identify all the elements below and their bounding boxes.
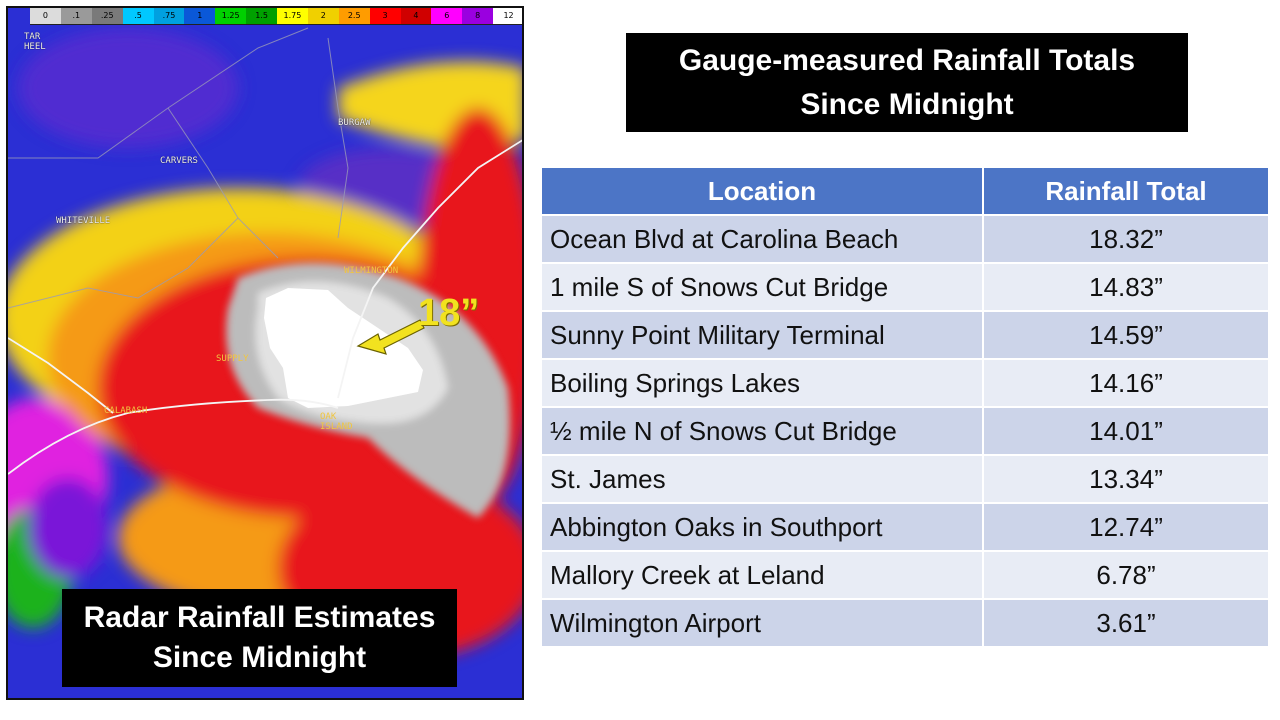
gauge-title-line1: Gauge-measured Rainfall Totals xyxy=(678,44,1136,77)
location-cell: 1 mile S of Snows Cut Bridge xyxy=(540,262,984,312)
rainfall-cell: 14.83” xyxy=(982,262,1270,312)
radar-callout: 18” xyxy=(418,292,480,334)
radar-map: 0.1.25.5.75 1 1.25 1.5 1.75 2 2.5 3 4 6 8 12 TAR HE… xyxy=(6,6,524,700)
radar-caption-line1: Radar Rainfall Estimates xyxy=(83,601,436,634)
location-cell: ½ mile N of Snows Cut Bridge xyxy=(540,406,984,456)
color-scale-segment: .75 xyxy=(153,8,185,24)
rainfall-cell: 13.34” xyxy=(982,454,1270,504)
rainfall-cell: 14.16” xyxy=(982,358,1270,408)
color-scale-segment: 1.5 xyxy=(246,8,277,24)
table-row: 1 mile S of Snows Cut Bridge 14.83” xyxy=(540,262,1270,312)
place-label: WHITEVILLE xyxy=(56,216,111,226)
color-scale-segment: 2.5 xyxy=(338,8,370,24)
table-row: Boiling Springs Lakes 14.16” xyxy=(540,358,1270,408)
color-scale-segment: 0 xyxy=(30,8,61,24)
location-cell: Sunny Point Military Terminal xyxy=(540,310,984,360)
location-cell: Wilmington Airport xyxy=(540,598,984,648)
rainfall-cell: 14.59” xyxy=(982,310,1270,360)
table-row: St. James 13.34” xyxy=(540,454,1270,504)
rainfall-cell: 6.78” xyxy=(982,550,1270,600)
color-scale-segment: .5 xyxy=(122,8,154,24)
rainfall-cell: 12.74” xyxy=(982,502,1270,552)
gauge-title: Gauge-measured Rainfall Totals Since Mid… xyxy=(626,33,1188,132)
color-scale: 0.1.25.5.75 1 1.25 1.5 1.75 2 2.5 3 4 6 8 12 xyxy=(30,8,522,25)
place-label: BURGAW xyxy=(338,118,371,128)
rainfall-cell: 18.32” xyxy=(982,214,1270,264)
table-header-row: Location Rainfall Total xyxy=(540,166,1270,216)
table-row: Sunny Point Military Terminal 14.59” xyxy=(540,310,1270,360)
place-label: CARVERS xyxy=(160,156,198,166)
location-cell: St. James xyxy=(540,454,984,504)
color-scale-segment: 1 xyxy=(184,8,216,24)
column-header-location: Location xyxy=(540,166,984,216)
location-cell: Boiling Springs Lakes xyxy=(540,358,984,408)
rainfall-cell: 3.61” xyxy=(982,598,1270,648)
color-scale-segment: .1 xyxy=(60,8,92,24)
color-scale-segment: 6 xyxy=(431,8,463,24)
place-label: CALABASH xyxy=(104,406,148,416)
color-scale-segment: 12 xyxy=(493,8,522,24)
location-cell: Abbington Oaks in Southport xyxy=(540,502,984,552)
color-scale-segment: 3 xyxy=(369,8,401,24)
radar-caption: Radar Rainfall Estimates Since Midnight xyxy=(62,589,457,687)
table-row: Abbington Oaks in Southport 12.74” xyxy=(540,502,1270,552)
arrow-icon xyxy=(356,319,425,355)
gauge-title-line2: Since Midnight xyxy=(800,88,1014,121)
place-label: SUPPLY xyxy=(216,354,249,364)
color-scale-segment: 4 xyxy=(400,8,432,24)
color-scale-segment: 1.75 xyxy=(277,8,308,24)
column-header-total: Rainfall Total xyxy=(982,166,1270,216)
rainfall-cell: 14.01” xyxy=(982,406,1270,456)
color-scale-segment: 2 xyxy=(307,8,339,24)
table-row: Mallory Creek at Leland 6.78” xyxy=(540,550,1270,600)
place-label: OAK ISLAND xyxy=(320,412,353,432)
rainfall-table: Location Rainfall Total Ocean Blvd at Ca… xyxy=(540,166,1270,648)
place-label: TAR HEEL xyxy=(24,32,46,52)
table-row: Wilmington Airport 3.61” xyxy=(540,598,1270,648)
color-scale-segment: 8 xyxy=(462,8,494,24)
location-cell: Mallory Creek at Leland xyxy=(540,550,984,600)
table-row: Ocean Blvd at Carolina Beach 18.32” xyxy=(540,214,1270,264)
radar-caption-line2: Since Midnight xyxy=(152,641,367,674)
color-scale-segment: 1.25 xyxy=(215,8,247,24)
color-scale-segment: .25 xyxy=(91,8,123,24)
radar-rainfall-image xyxy=(8,8,522,698)
table-row: ½ mile N of Snows Cut Bridge 14.01” xyxy=(540,406,1270,456)
place-label: WILMINGTON xyxy=(344,266,399,276)
location-cell: Ocean Blvd at Carolina Beach xyxy=(540,214,984,264)
